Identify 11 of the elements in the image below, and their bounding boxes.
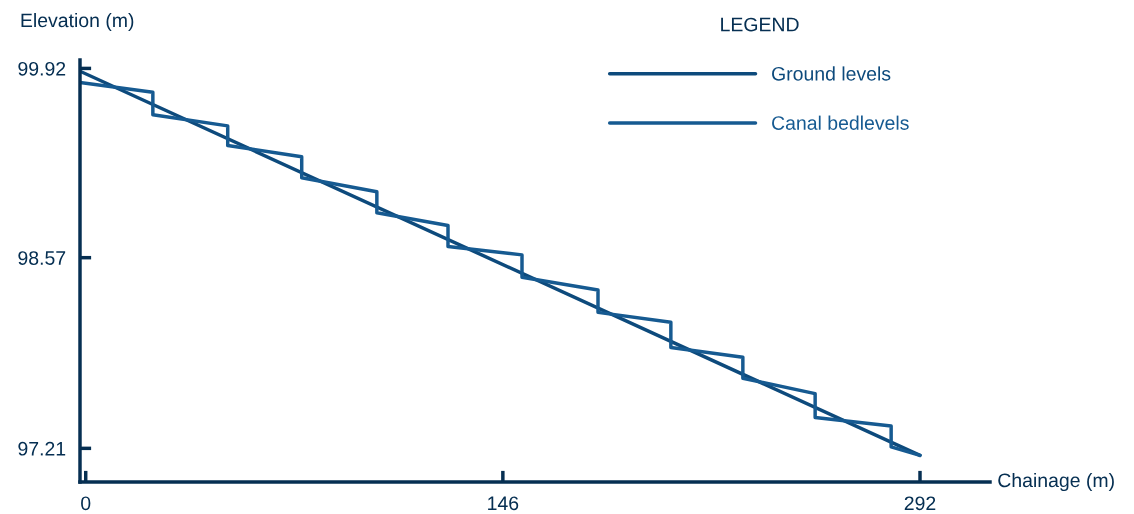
text: Ground levels	[772, 66, 891, 81]
y-axis-title: Elevation (m)	[21, 12, 134, 32]
x-tick-label: 146	[488, 496, 519, 511]
y-tick-label: 99.92	[18, 61, 66, 76]
x-tick-label: 292	[904, 496, 936, 511]
text: Canal bedlevels	[772, 115, 909, 130]
x-tick-label: 0	[81, 496, 91, 511]
y-tick-label: 98.57	[18, 251, 66, 265]
legend-title: LEGEND	[721, 17, 799, 32]
y-tick-label: 97.21	[18, 441, 66, 456]
x-axis-title: Chainage (m)	[998, 472, 1114, 492]
